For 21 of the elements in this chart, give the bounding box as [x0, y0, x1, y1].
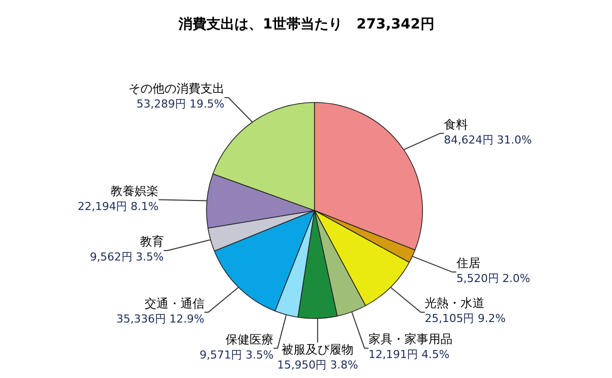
slice-label: 家具・家事用品	[368, 332, 453, 346]
slice-label: 交通・通信	[144, 296, 204, 310]
slice-label: 光熱・水道	[424, 296, 485, 310]
data-label: 12,191円 4.5%	[368, 348, 450, 362]
slice-label: その他の消費支出	[128, 82, 224, 96]
data-label: 5,520円 2.0%	[456, 272, 530, 286]
data-label: 25,105円 9.2%	[424, 312, 506, 326]
data-label: 35,336円 12.9%	[116, 312, 204, 326]
slice-label: 食料	[444, 117, 468, 132]
data-label: 84,624円 31.0%	[444, 133, 532, 146]
slice-label: 住居	[455, 256, 480, 270]
slice-label: 被服及び履物	[282, 342, 354, 356]
slice-label: 教養娯楽	[110, 184, 159, 198]
data-label: 9,562円 3.5%	[90, 250, 164, 264]
slice-label: 保健医療	[226, 332, 274, 346]
data-label: 15,950円 3.8%	[277, 358, 358, 372]
chart-title: 消費支出は、1世帯当たり 273,342円	[178, 16, 434, 32]
data-label: 22,194円 8.1%	[78, 200, 159, 213]
data-label: 9,571円 3.5%	[200, 348, 274, 362]
slice-label: 教育	[140, 234, 164, 249]
data-label: 53,289円 19.5%	[136, 98, 224, 111]
